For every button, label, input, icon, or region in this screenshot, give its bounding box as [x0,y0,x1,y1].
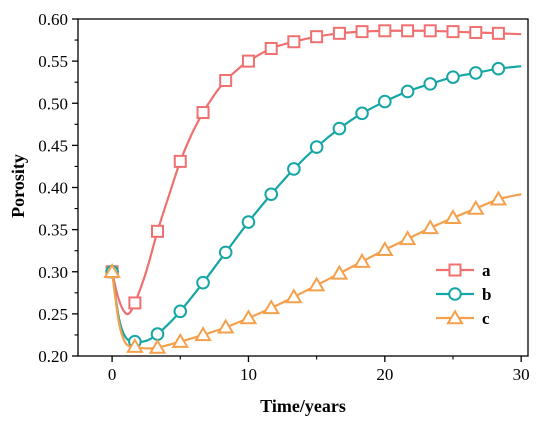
legend: abc [436,261,491,328]
data-point-b-5 [218,245,233,260]
y-tick-label: 0.20 [38,347,68,366]
data-point-b-8 [287,162,301,176]
data-point-c-13 [398,230,417,246]
data-point-c-9 [307,276,326,292]
legend-label-a: a [482,261,491,280]
data-point-c-17 [489,190,508,206]
legend-marker-a [448,263,462,277]
legend-marker-c [446,309,464,325]
data-point-c-12 [376,241,394,257]
data-point-a-4 [196,106,210,120]
y-tick-label: 0.35 [38,221,68,240]
y-tick-label: 0.55 [38,52,68,71]
x-tick-label: 20 [376,365,393,384]
legend-label-c: c [482,309,490,328]
data-point-b-7 [264,187,279,202]
data-point-c-16 [467,199,485,215]
data-point-a-12 [378,24,392,38]
data-point-c-8 [285,288,303,304]
data-point-c-7 [262,299,280,315]
series-b [105,61,522,349]
y-tick-label: 0.40 [38,179,68,198]
y-tick-label: 0.45 [38,136,68,155]
data-point-b-17 [491,61,506,76]
data-point-c-3 [171,332,190,348]
x-tick-label: 0 [108,365,117,384]
series-c [103,190,522,354]
data-point-b-11 [355,106,369,121]
x-tick-label: 30 [513,365,530,384]
data-point-a-2 [151,224,164,238]
plot-frame [77,18,529,357]
y-axis-title: Porosity [8,154,28,218]
data-point-a-14 [423,24,437,38]
x-tick-label: 10 [240,365,257,384]
data-point-c-6 [239,309,258,325]
data-point-a-11 [355,25,369,39]
data-point-a-3 [173,154,187,168]
data-point-b-2 [150,327,165,341]
data-point-a-16 [469,25,483,39]
data-point-a-13 [401,24,415,38]
data-point-b-6 [241,215,256,229]
data-point-a-9 [310,30,324,44]
series-a [105,24,522,316]
legend-marker-b [448,287,462,301]
legend-entry-b: b [436,285,491,304]
axes-layer: 0 10 20 30 0.20 0.25 0.30 0.35 0.40 0.45 0.50 0.55 0… [38,10,529,384]
data-point-a-15 [446,25,460,39]
data-point-a-6 [241,54,255,68]
legend-entry-a: a [436,261,491,280]
data-point-a-7 [264,41,278,55]
data-point-b-4 [196,275,210,290]
series-line-a [111,29,522,316]
data-point-b-10 [332,121,347,136]
legend-entry-c: c [436,309,490,328]
x-axis-title: Time/years [260,396,346,416]
data-point-c-4 [194,326,212,342]
series-line-b [111,65,522,344]
data-point-b-14 [423,77,438,91]
data-point-c-1 [126,337,144,353]
data-point-a-10 [332,26,346,40]
data-point-a-1 [128,296,142,310]
data-point-b-3 [173,304,188,319]
plot-layer [103,24,522,354]
data-point-c-14 [421,219,439,235]
data-point-b-13 [400,84,415,99]
data-point-a-8 [287,35,301,49]
data-point-c-15 [444,209,462,225]
data-point-c-0 [103,262,121,278]
data-point-c-2 [148,338,167,354]
data-point-c-11 [353,252,371,268]
data-point-a-17 [491,26,505,40]
data-point-c-10 [330,264,349,280]
data-point-c-5 [216,318,235,334]
data-point-b-9 [309,140,324,154]
data-point-b-12 [378,94,392,109]
y-tick-label: 0.30 [38,263,68,282]
legend-label-b: b [482,285,491,304]
data-point-b-16 [468,66,483,80]
y-tick-label: 0.25 [38,305,68,324]
y-tick-label: 0.50 [38,94,68,113]
y-tick-label: 0.60 [38,10,68,29]
data-point-a-5 [219,74,233,88]
data-point-b-15 [446,70,460,84]
